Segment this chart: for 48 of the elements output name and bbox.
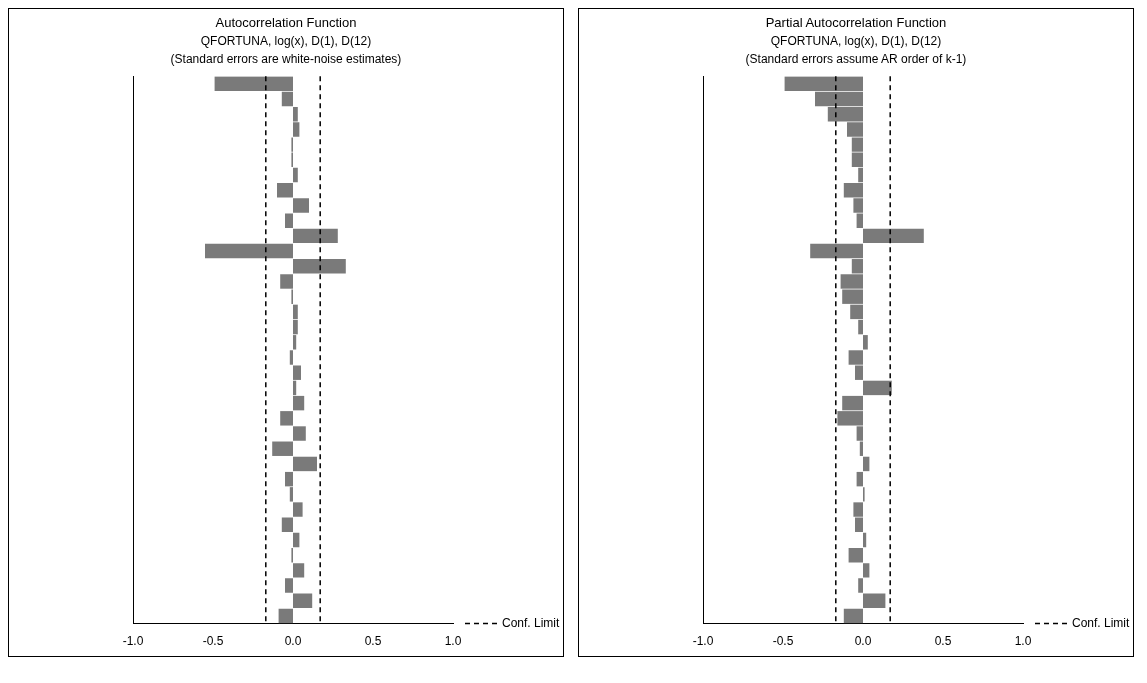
x-tick-label: 0.0 [284,634,302,649]
bar [293,593,313,609]
bar [863,228,924,244]
bar [293,532,300,548]
bar [863,335,868,350]
x-tick-label: 1.0 [1014,634,1032,649]
x-tick-label: 0.0 [854,634,872,649]
x-tick-label: 1.0 [444,634,462,649]
chart-subtitle: QFORTUNA, log(x), D(1), D(12) [199,34,373,48]
x-tick-label: 0.5 [934,634,952,649]
bar [293,502,303,517]
bar [293,259,346,274]
bar [863,456,870,472]
bar [293,426,306,441]
bar [293,228,338,244]
ref-line-label: Conf. Limit [502,615,561,630]
bar [277,183,293,198]
chart-subtitle: QFORTUNA, log(x), D(1), D(12) [769,34,943,48]
x-tick-label: -0.5 [202,634,224,649]
x-tick-label: -0.5 [772,634,794,649]
bar [285,213,293,228]
bar [205,243,293,259]
bar [289,350,293,365]
bar [293,456,317,472]
bar [280,411,293,426]
text: (Standard errors assume AR order of k-1) [744,52,968,66]
bar [863,563,870,578]
chart-title: Partial Autocorrelation Function [764,15,948,30]
bar [848,547,863,563]
bar [863,532,867,548]
ref-line-label: Conf. Limit [1072,615,1131,630]
x-tick-label: -1.0 [122,634,144,649]
x-tick-label: 0.5 [364,634,382,649]
bar [278,608,293,624]
bar [285,578,293,593]
bar [293,198,309,213]
bar [272,441,293,456]
text: (Standard errors are white-noise estimates) [169,52,403,66]
chart-title: Autocorrelation Function [214,15,358,30]
bar [856,471,863,487]
bar [863,593,886,609]
bar [293,563,305,578]
bar [293,167,298,183]
x-tick-label: -1.0 [692,634,714,649]
bar [858,578,863,593]
bar [863,380,892,396]
bar [843,608,863,624]
bar [281,517,293,532]
